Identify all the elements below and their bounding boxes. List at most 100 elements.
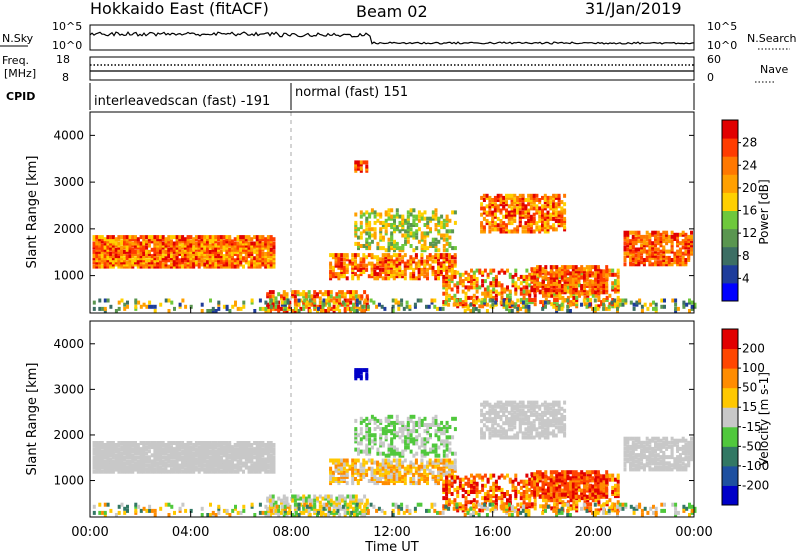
- power-cell: [554, 202, 558, 207]
- power-cell: [445, 283, 449, 288]
- power-cell: [634, 247, 638, 252]
- velocity-cell: [128, 465, 132, 470]
- velocity-cell: [194, 457, 198, 462]
- power-cell: [645, 251, 649, 256]
- velocity-cell: [406, 435, 410, 440]
- power-cell: [153, 239, 157, 244]
- power-cell: [114, 247, 118, 252]
- velocity-cell: [445, 435, 449, 440]
- power-cell: [406, 259, 410, 264]
- velocity-cell: [318, 500, 322, 505]
- power-cell: [583, 269, 586, 274]
- velocity-cell: [335, 496, 339, 501]
- power-cell: [340, 272, 344, 277]
- power-cell: [111, 260, 115, 265]
- velocity-cell: [437, 423, 441, 427]
- velocity-cell: [426, 451, 430, 456]
- power-cell: [366, 306, 370, 311]
- velocity-cell: [103, 443, 107, 447]
- velocity-cell: [395, 458, 399, 463]
- velocity-cell: [313, 502, 317, 507]
- velocity-cell: [125, 445, 129, 450]
- power-cell: [563, 286, 567, 291]
- power-cell: [348, 259, 352, 264]
- power-cell: [117, 247, 121, 252]
- power-cell: [599, 273, 603, 278]
- power-cell: [513, 212, 517, 217]
- power-cell: [676, 262, 680, 267]
- power-cell: [428, 257, 432, 262]
- power-cell: [222, 254, 226, 259]
- power-cell: [161, 249, 165, 254]
- power-cell: [489, 281, 493, 286]
- power-cell: [445, 229, 449, 234]
- power-cell: [373, 263, 377, 268]
- velocity-cell: [239, 465, 243, 470]
- velocity-cell: [359, 449, 363, 454]
- power-cell: [532, 200, 536, 205]
- power-cell: [203, 247, 207, 252]
- power-cell: [239, 241, 243, 246]
- velocity-cell: [395, 447, 399, 452]
- power-cell: [456, 285, 460, 290]
- velocity-cell: [128, 445, 132, 450]
- power-cell: [442, 223, 446, 227]
- power-cell: [533, 269, 537, 274]
- power-cell: [448, 229, 452, 234]
- power-cell: [690, 249, 693, 254]
- power-cell: [150, 239, 154, 244]
- power-cell: [574, 271, 578, 276]
- velocity-cell: [351, 462, 355, 467]
- power-cell: [638, 298, 642, 303]
- velocity-cell: [161, 461, 165, 466]
- power-cell: [651, 232, 655, 237]
- velocity-cell: [103, 459, 107, 464]
- power-cell: [442, 291, 446, 296]
- power-cell: [197, 245, 201, 250]
- power-cell: [322, 302, 326, 307]
- velocity-cell: [161, 449, 165, 454]
- velocity-cell: [230, 449, 234, 454]
- power-cell: [128, 239, 132, 244]
- power-cell: [577, 279, 581, 284]
- power-cell: [693, 302, 697, 307]
- power-cell: [186, 260, 190, 265]
- power-cell: [268, 306, 272, 311]
- velocity-cell: [390, 420, 394, 425]
- power-cell: [395, 225, 399, 230]
- power-cell: [591, 271, 595, 276]
- power-cell: [145, 254, 149, 259]
- velocity-cell: [403, 466, 407, 471]
- power-cell: [563, 221, 567, 226]
- power-cell: [319, 309, 323, 313]
- power-cell: [120, 254, 124, 259]
- power-cell: [409, 255, 413, 260]
- power-cell: [184, 304, 188, 309]
- velocity-cell: [354, 458, 357, 463]
- power-cell: [560, 200, 564, 205]
- velocity-cell: [395, 451, 399, 456]
- power-cell: [120, 258, 124, 263]
- velocity-cell: [170, 445, 173, 450]
- power-cell: [529, 221, 533, 226]
- power-cell: [604, 306, 608, 311]
- velocity-cell: [131, 453, 135, 458]
- power-cell: [533, 290, 537, 295]
- power-cell: [420, 272, 424, 277]
- power-cell: [563, 193, 567, 198]
- velocity-cell: [194, 441, 198, 445]
- velocity-cell: [373, 420, 377, 425]
- velocity-cell: [92, 449, 96, 454]
- power-cell: [684, 249, 688, 254]
- velocity-cell: [269, 445, 273, 450]
- power-cell: [147, 252, 151, 256]
- power-cell: [496, 206, 500, 211]
- power-cell: [667, 255, 671, 260]
- velocity-cell: [117, 469, 121, 474]
- power-cell: [368, 231, 372, 236]
- power-cell: [597, 295, 601, 300]
- power-cell: [442, 255, 446, 260]
- power-cell: [602, 306, 606, 311]
- power-cell: [145, 304, 149, 309]
- power-cell: [114, 249, 118, 254]
